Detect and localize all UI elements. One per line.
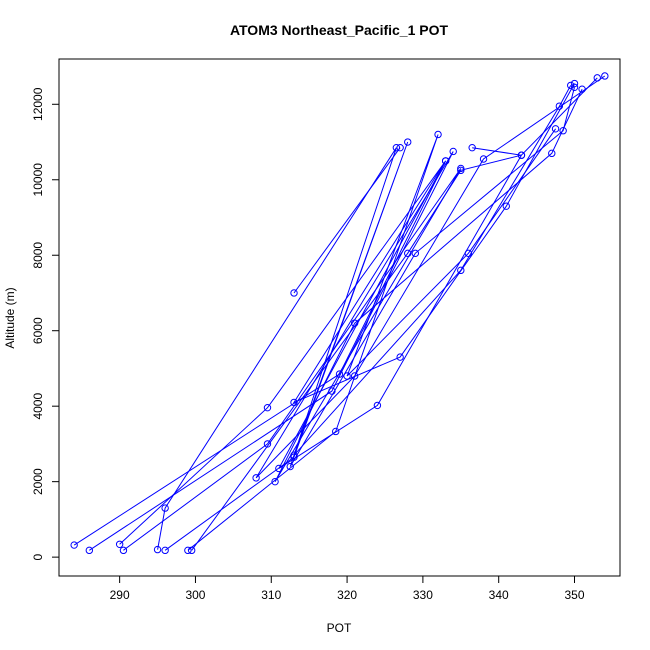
data-point	[332, 427, 340, 436]
data-point	[396, 143, 404, 152]
data-point	[263, 440, 272, 448]
data-point	[601, 72, 609, 80]
y-axis-label: Altitude (m)	[3, 287, 17, 348]
x-axis: 290 300 310 320 330 340 350	[110, 575, 585, 602]
data-point	[252, 474, 260, 482]
data-point	[457, 166, 465, 175]
x-tick-label: 320	[337, 588, 357, 602]
data-point	[479, 155, 488, 163]
data-point	[187, 546, 196, 555]
data-point	[548, 149, 556, 158]
series-8	[187, 143, 526, 555]
y-tick-label: 8000	[31, 242, 45, 269]
data-point	[161, 504, 169, 512]
y-tick-label: 2000	[31, 468, 45, 495]
series-line	[73, 77, 598, 546]
x-tick-label: 300	[185, 588, 205, 602]
data-point	[411, 249, 420, 258]
data-point	[350, 372, 359, 380]
series-line	[164, 85, 572, 551]
data-point	[517, 151, 526, 159]
y-tick-label: 10000	[31, 163, 45, 197]
data-point	[449, 147, 457, 156]
y-tick-label: 12000	[31, 87, 45, 121]
data-point	[184, 546, 192, 555]
series-2	[85, 72, 609, 555]
data-point	[85, 546, 94, 555]
x-tick-label: 290	[110, 588, 130, 602]
series-5	[153, 83, 579, 554]
y-tick-label: 0	[31, 553, 45, 560]
data-point	[434, 130, 442, 139]
x-axis-label: POT	[327, 621, 352, 635]
series-line	[191, 147, 522, 551]
series-layer	[70, 72, 609, 555]
data-point	[567, 81, 575, 90]
chart-title: ATOM3 Northeast_Pacific_1 POT	[230, 22, 449, 38]
series-line	[123, 88, 583, 551]
data-point	[290, 289, 298, 297]
x-tick-label: 310	[261, 588, 281, 602]
data-point	[286, 462, 294, 471]
data-point	[119, 546, 128, 555]
data-point	[464, 249, 473, 258]
x-tick-label: 340	[489, 588, 509, 602]
series-9	[290, 143, 404, 297]
data-point	[373, 401, 382, 410]
data-point	[290, 453, 298, 461]
data-point	[396, 353, 404, 361]
y-tick-label: 4000	[31, 393, 45, 420]
series-4	[119, 85, 586, 555]
data-point	[457, 164, 465, 173]
data-point	[404, 138, 412, 146]
series-6	[161, 81, 575, 555]
y-tick-label: 6000	[31, 317, 45, 344]
series-1	[70, 74, 601, 549]
data-point	[271, 477, 279, 486]
data-point	[570, 79, 579, 88]
series-7	[184, 125, 560, 555]
data-point	[570, 83, 579, 92]
data-point	[555, 102, 564, 110]
x-tick-label: 350	[564, 588, 584, 602]
data-point	[335, 370, 344, 378]
series-3	[115, 79, 579, 549]
x-tick-label: 330	[413, 588, 433, 602]
data-point	[404, 249, 412, 258]
data-point	[441, 157, 450, 165]
data-point	[263, 403, 272, 412]
data-point	[502, 202, 510, 210]
data-point	[161, 546, 169, 555]
data-point	[70, 541, 78, 549]
series-line	[187, 128, 557, 551]
series-line	[157, 87, 575, 550]
data-point	[559, 127, 567, 135]
series-line	[293, 147, 401, 294]
data-point	[468, 143, 476, 152]
data-point	[153, 545, 162, 554]
series-line	[119, 83, 575, 545]
data-point	[457, 266, 465, 275]
data-point	[551, 125, 560, 133]
data-point	[578, 85, 586, 93]
y-axis: 0 2000 4000 6000 8000 10000 12000	[31, 87, 60, 560]
series-line	[89, 75, 606, 551]
data-point	[343, 372, 351, 380]
data-point	[290, 451, 298, 459]
data-point	[115, 540, 124, 549]
